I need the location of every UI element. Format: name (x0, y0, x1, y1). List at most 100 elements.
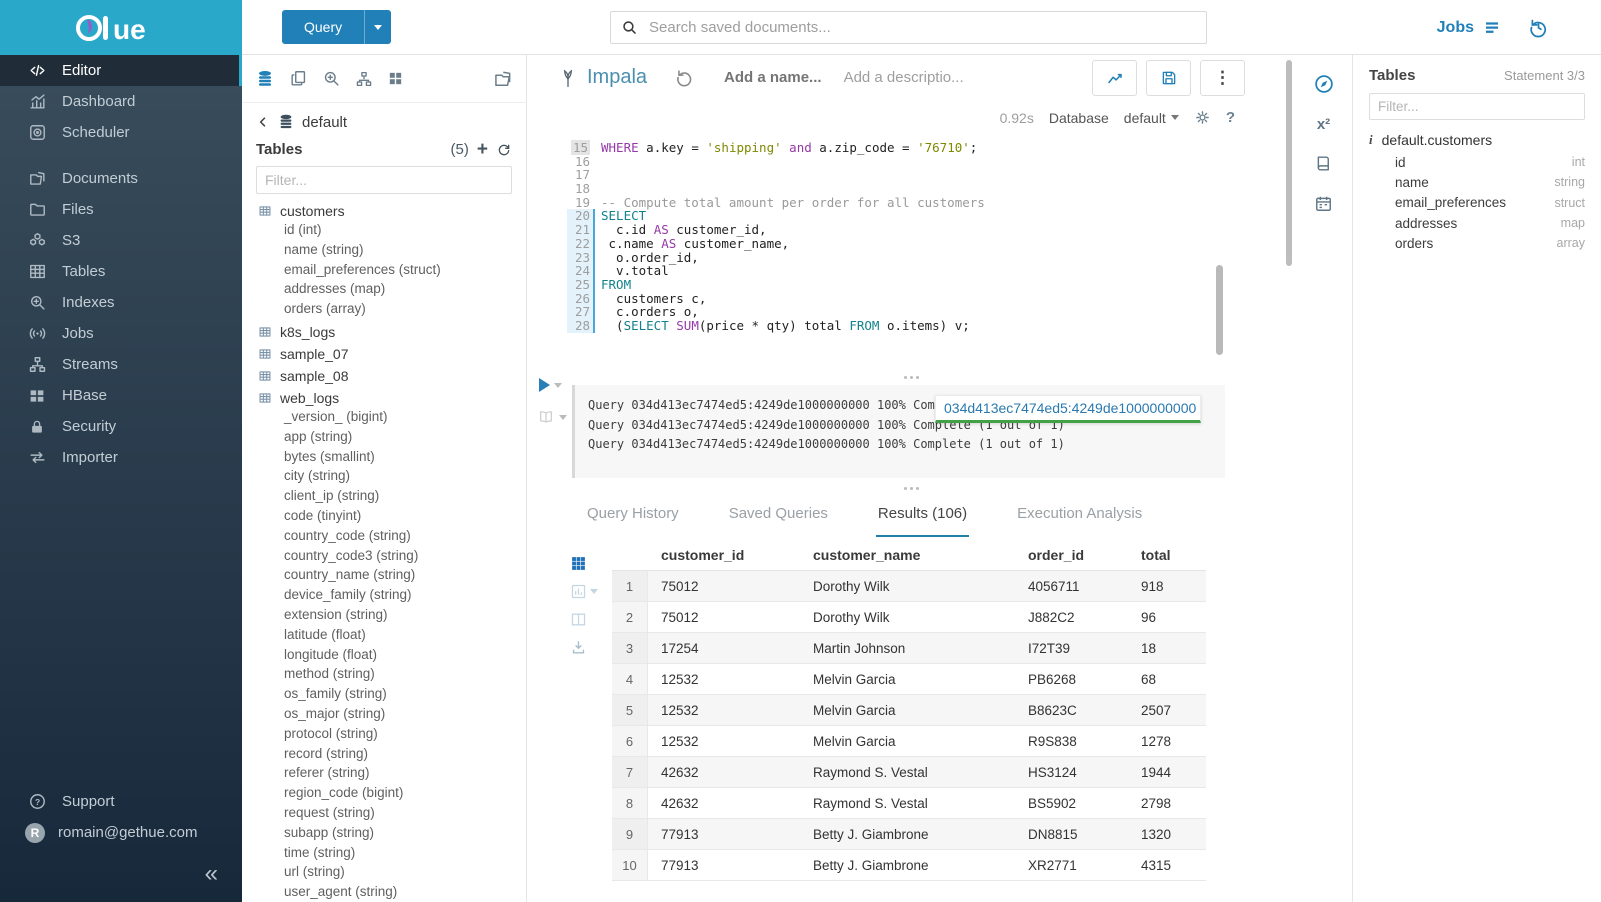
collapse-sidebar-icon[interactable]: « (204, 860, 218, 887)
folder-docs-icon[interactable] (493, 69, 513, 89)
table-row[interactable]: 5 12532 Melvin Garcia B8623C 2507 (612, 695, 1206, 726)
assist-column[interactable]: city (string) (284, 468, 351, 484)
columns-view-icon[interactable] (570, 611, 587, 628)
active-table-row[interactable]: i default.customers (1369, 132, 1585, 148)
table-row[interactable]: 10 77913 Betty J. Giambrone XR2771 4315 (612, 850, 1206, 881)
chevron-left-icon[interactable] (256, 115, 270, 129)
main-scrollbar[interactable] (1286, 60, 1292, 266)
assist-column[interactable]: referer (string) (284, 765, 370, 781)
assist-table-sample_08[interactable]: sample_08 (256, 365, 512, 387)
sidebar-footer-support[interactable]: ? Support (0, 786, 242, 817)
code-line[interactable]: SELECT (601, 208, 647, 224)
sidebar-item-tables[interactable]: Tables (0, 256, 242, 287)
sidebar-item-documents[interactable]: Documents (0, 163, 242, 194)
assist-column[interactable]: client_ip (string) (284, 488, 380, 504)
assist-column[interactable]: country_name (string) (284, 567, 416, 583)
assist-column[interactable]: email_preferences (struct) (284, 261, 441, 277)
assist-column[interactable]: id (int) (284, 222, 322, 237)
sidebar-item-importer[interactable]: Importer (0, 442, 242, 473)
tab-query-history[interactable]: Query History (587, 505, 679, 522)
sidebar-item-streams[interactable]: Streams (0, 349, 242, 380)
code-line[interactable]: o.order_id, (601, 249, 699, 265)
book-options-caret[interactable] (559, 414, 567, 420)
column-header-customer_id[interactable]: customer_id (661, 546, 745, 563)
open-book-icon[interactable] (537, 409, 555, 425)
assist-column[interactable]: os_family (string) (284, 686, 387, 702)
settings-gear-icon[interactable] (1194, 109, 1211, 126)
assist-column[interactable]: orders (array) (284, 301, 366, 317)
code-line[interactable] (601, 182, 1215, 196)
apps-icon[interactable] (387, 70, 404, 87)
tab-execution-analysis[interactable]: Execution Analysis (1017, 505, 1143, 522)
right-column-email_preferences[interactable]: email_preferences struct (1369, 193, 1585, 213)
assist-column[interactable]: bytes (smallint) (284, 448, 375, 464)
editor-scrollbar[interactable] (1216, 265, 1223, 355)
tables-filter-input[interactable] (256, 166, 512, 194)
download-icon[interactable] (570, 639, 587, 656)
code-line[interactable]: FROM (601, 276, 632, 292)
grid-view-icon[interactable] (570, 555, 587, 572)
assist-column[interactable]: app (string) (284, 428, 353, 444)
column-header-total[interactable]: total (1141, 546, 1171, 563)
code-line[interactable]: -- Compute total amount per order for al… (601, 194, 985, 210)
language-reference-icon[interactable] (1314, 154, 1333, 173)
engine-selector[interactable]: Impala (558, 66, 647, 90)
code-line[interactable]: customers c, (601, 290, 707, 306)
right-column-id[interactable]: id int (1369, 152, 1585, 172)
query-id-popover[interactable]: 034d413ec7474ed5:4249de1000000000 (935, 395, 1201, 423)
assist-column[interactable]: region_code (bigint) (284, 785, 404, 801)
execute-button[interactable] (539, 378, 550, 392)
assist-column[interactable]: country_code3 (string) (284, 547, 419, 563)
right-column-addresses[interactable]: addresses map (1369, 213, 1585, 233)
assist-column[interactable]: time (string) (284, 844, 356, 860)
sitemap-icon[interactable] (355, 70, 373, 88)
refresh-icon[interactable] (496, 142, 512, 158)
chart-button[interactable] (1092, 59, 1137, 96)
assist-column[interactable]: country_code (string) (284, 527, 411, 543)
more-actions-button[interactable]: ⋮ (1200, 59, 1245, 96)
assist-column[interactable]: device_family (string) (284, 587, 412, 603)
assist-column[interactable]: url (string) (284, 864, 345, 880)
table-row[interactable]: 2 75012 Dorothy Wilk J882C2 96 (612, 602, 1206, 633)
assist-table-web_logs[interactable]: web_logs (256, 387, 512, 409)
sidebar-item-security[interactable]: Security (0, 411, 242, 442)
code-line[interactable]: c.name AS customer_name, (601, 235, 790, 251)
assist-table-customers[interactable]: customers (256, 200, 512, 222)
save-button[interactable] (1146, 59, 1191, 96)
assist-column[interactable]: extension (string) (284, 606, 388, 622)
assist-column[interactable]: _version_ (bigint) (284, 408, 388, 424)
sidebar-item-scheduler[interactable]: Scheduler (0, 117, 242, 148)
table-row[interactable]: 7 42632 Raymond S. Vestal HS3124 1944 (612, 757, 1206, 788)
log-resizer-top[interactable] (527, 373, 1295, 381)
right-column-orders[interactable]: orders array (1369, 233, 1585, 253)
sidebar-item-indexes[interactable]: Indexes (0, 287, 242, 318)
table-row[interactable]: 1 75012 Dorothy Wilk 4056711 918 (612, 571, 1206, 602)
jobs-link[interactable]: Jobs (1437, 19, 1502, 37)
sidebar-item-files[interactable]: Files (0, 194, 242, 225)
code-line[interactable]: WHERE a.key = 'shipping' and a.zip_code … (601, 140, 978, 155)
add-table-icon[interactable]: + (476, 139, 488, 160)
assist-column[interactable]: protocol (string) (284, 725, 378, 741)
sidebar-item-s3[interactable]: S3 (0, 225, 242, 256)
code-line[interactable] (601, 168, 1215, 182)
table-row[interactable]: 3 17254 Martin Johnson I72T39 18 (612, 633, 1206, 664)
code-lines[interactable]: WHERE a.key = 'shipping' and a.zip_code … (601, 141, 1215, 333)
table-row[interactable]: 9 77913 Betty J. Giambrone DN8815 1320 (612, 819, 1206, 850)
assist-column[interactable]: os_major (string) (284, 705, 386, 721)
right-filter-input[interactable] (1369, 93, 1585, 120)
query-button[interactable]: Query (282, 10, 392, 44)
table-row[interactable]: 4 12532 Melvin Garcia PB6268 68 (612, 664, 1206, 695)
right-column-name[interactable]: name string (1369, 172, 1585, 192)
query-description-field[interactable]: Add a descriptio... (843, 69, 964, 86)
assist-column[interactable]: latitude (float) (284, 626, 366, 642)
help-question-icon[interactable]: ? (1225, 109, 1235, 126)
database-icon[interactable] (255, 69, 275, 89)
info-icon[interactable]: i (1369, 132, 1373, 147)
sidebar-item-hbase[interactable]: HBase (0, 380, 242, 411)
editor-history-icon[interactable] (675, 68, 694, 87)
explorer-compass-icon[interactable] (1313, 73, 1335, 95)
execute-options-caret[interactable] (554, 382, 562, 388)
assist-column[interactable]: user_agent (string) (284, 884, 398, 900)
database-breadcrumb[interactable]: default (256, 113, 512, 131)
assist-column[interactable]: record (string) (284, 745, 369, 761)
